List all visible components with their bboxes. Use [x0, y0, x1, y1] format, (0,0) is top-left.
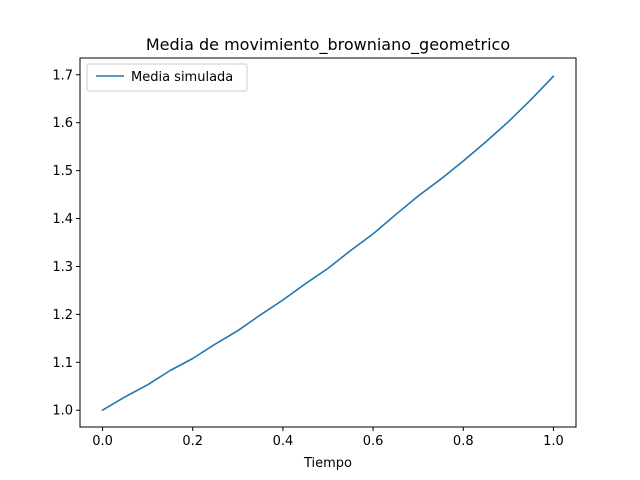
y-axis-ticks: 1.0 1.1 1.2 1.3 1.4 1.5 1.6 1.7 [52, 68, 80, 419]
y-tick-label: 1.3 [52, 260, 73, 275]
x-axis-label: Tiempo [303, 456, 352, 471]
x-tick-label: 1.0 [543, 434, 564, 449]
x-tick-label: 0.4 [273, 434, 294, 449]
plot-frame [79, 57, 577, 428]
y-tick-label: 1.5 [52, 164, 73, 179]
y-tick-label: 1.0 [52, 404, 73, 419]
x-axis-ticks: 0.0 0.2 0.4 0.6 0.8 1.0 [92, 427, 564, 449]
series-layer [101, 75, 555, 412]
legend-label-media-simulada: Media simulada [131, 70, 233, 85]
chart-title: Media de movimiento_browniano_geometrico [146, 35, 510, 55]
legend-box [86, 63, 248, 92]
series-line-0 [101, 75, 555, 412]
x-tick-label: 0.6 [363, 434, 384, 449]
x-tick-label: 0.2 [182, 434, 203, 449]
y-tick-label: 1.2 [52, 308, 73, 323]
y-tick-label: 1.4 [52, 212, 73, 227]
y-tick-label: 1.7 [52, 68, 73, 83]
x-tick-label: 0.0 [92, 434, 113, 449]
legend: Media simulada [86, 63, 248, 92]
x-tick-label: 0.8 [453, 434, 474, 449]
y-tick-label: 1.1 [52, 356, 73, 371]
plot-area: 1.0 1.1 1.2 1.3 1.4 1.5 1.6 1.7 0.0 0.2 0.4 0.6 0.8… [52, 57, 577, 449]
y-tick-label: 1.6 [52, 116, 73, 131]
